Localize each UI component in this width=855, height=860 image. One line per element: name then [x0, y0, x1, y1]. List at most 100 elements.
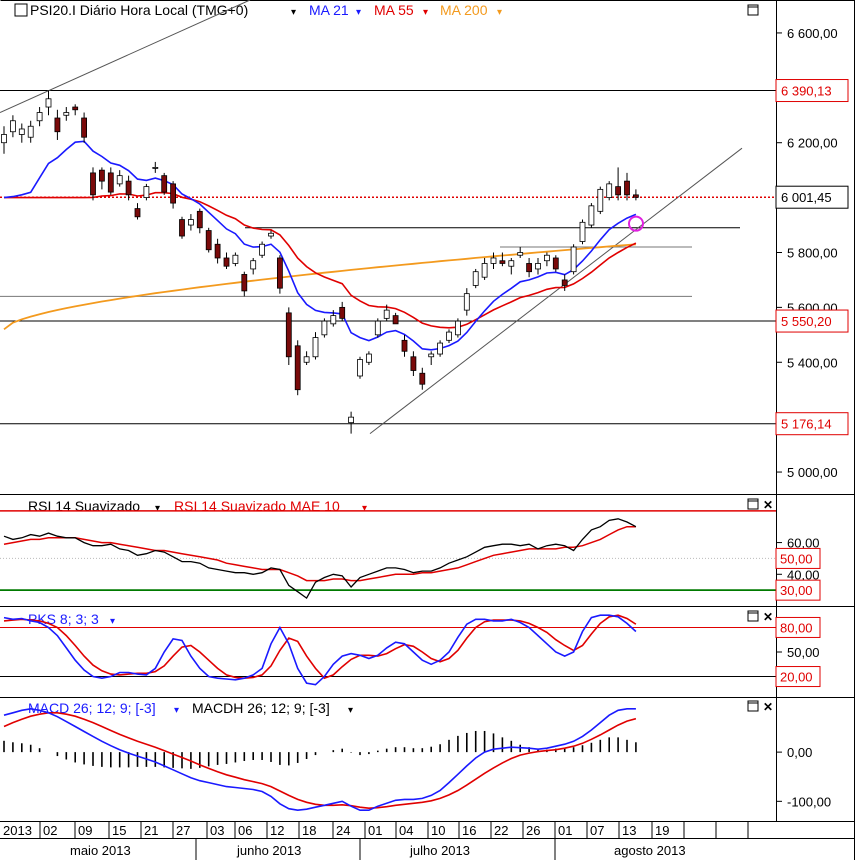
candle-body — [223, 257, 230, 267]
price-label: 5 550,20 — [781, 314, 832, 329]
legend-ma200[interactable]: MA 200 — [440, 2, 488, 18]
candle — [241, 271, 248, 297]
ma21-dropdown-icon[interactable]: ▾ — [356, 7, 361, 18]
candle — [570, 244, 577, 275]
legend-rsi-mae[interactable]: RSI 14 Suavizado MAE 10 — [174, 498, 340, 514]
candle-body — [526, 263, 532, 273]
ma200-dropdown-icon[interactable]: ▾ — [497, 7, 502, 18]
legend-ma21[interactable]: MA 21 — [309, 2, 349, 18]
candle — [143, 183, 150, 201]
x-axis-month-label: maio 2013 — [70, 843, 131, 858]
rsi-close-icon[interactable]: ✕ — [763, 498, 773, 512]
candle-body — [357, 359, 363, 377]
candle-body — [63, 112, 70, 116]
candle-body — [339, 306, 346, 319]
ma55-dropdown-icon[interactable]: ▾ — [423, 7, 428, 18]
price-label-box — [775, 185, 849, 209]
candle — [294, 340, 301, 396]
x-axis-month-label: julho 2013 — [409, 843, 470, 858]
candle-body — [294, 345, 301, 391]
trendline-support — [369, 147, 743, 435]
legend-pks[interactable]: PKS 8; 3; 3 — [28, 611, 99, 627]
title-dropdown-icon[interactable]: ▾ — [291, 7, 296, 18]
candle — [561, 274, 568, 291]
candle — [321, 318, 328, 338]
legend-rsi[interactable]: RSI 14 Suavizado — [28, 498, 140, 514]
x-axis-day-label: 02 — [43, 823, 57, 838]
candle — [499, 252, 506, 267]
candle — [259, 241, 266, 258]
macdh-dropdown-icon[interactable]: ▾ — [348, 705, 353, 716]
legend-macd[interactable]: MACD 26; 12; 9; [-3] — [28, 700, 156, 716]
rsi-line — [3, 518, 637, 600]
candle-body — [54, 117, 61, 133]
rsi-axis-label: 40,00 — [787, 567, 820, 582]
x-axis-day-label: 2013 — [3, 823, 32, 838]
candle-body — [152, 167, 159, 169]
candle — [9, 115, 16, 138]
candle-body — [116, 175, 123, 185]
x-axis-day-label: 18 — [302, 823, 316, 838]
candle-body — [508, 260, 515, 267]
x-axis-day-label: 07 — [590, 823, 604, 838]
candle — [276, 255, 283, 294]
legend-macdh[interactable]: MACDH 26; 12; 9; [-3] — [192, 700, 330, 716]
marker-circle — [628, 215, 644, 232]
candle — [552, 255, 559, 272]
price-axis-label: 6 200,00 — [787, 136, 838, 151]
candle — [161, 172, 168, 195]
rsi-level-box — [775, 547, 821, 569]
candle-body — [27, 125, 34, 138]
candle-body — [18, 128, 25, 135]
x-axis-day-label: 10 — [431, 823, 445, 838]
candle — [463, 288, 470, 316]
price-label: 6 390,13 — [781, 84, 832, 99]
rsi-dropdown-icon[interactable]: ▾ — [155, 503, 160, 514]
pks-close-icon[interactable]: ✕ — [763, 610, 773, 624]
candle — [81, 112, 87, 143]
candle-body — [446, 331, 452, 341]
symbol-icon[interactable] — [14, 3, 28, 17]
candle — [90, 167, 96, 201]
candle-body — [214, 243, 221, 259]
price-label-box — [775, 79, 849, 103]
ma55-line — [4, 191, 637, 329]
legend-ma55[interactable]: MA 55 — [374, 2, 414, 18]
candle — [196, 208, 203, 234]
x-axis-day-label: 03 — [210, 823, 224, 838]
candle — [392, 312, 399, 325]
candle-body — [615, 186, 621, 196]
macd-dropdown-icon[interactable]: ▾ — [174, 705, 179, 716]
macd-close-icon[interactable]: ✕ — [763, 700, 773, 714]
candle-body — [499, 260, 506, 264]
candle — [303, 351, 310, 366]
x-axis-day-label: 24 — [336, 823, 350, 838]
price-label: 5 176,14 — [781, 417, 832, 432]
candle — [268, 230, 274, 239]
rsi-mae-dropdown-icon[interactable]: ▾ — [362, 503, 367, 514]
candle — [357, 356, 363, 379]
x-axis-day-label: 06 — [238, 823, 252, 838]
macd-signal-line — [3, 711, 637, 810]
pks-level-box — [775, 616, 821, 638]
candle — [339, 301, 346, 322]
price-axis-label: 6 600,00 — [787, 26, 838, 41]
candle-body — [99, 169, 105, 182]
macd-maximize-icon[interactable] — [747, 700, 759, 712]
candle — [63, 107, 70, 121]
x-axis-day-label: 19 — [655, 823, 669, 838]
candle-body — [535, 263, 541, 270]
rsi-level-label: 30,00 — [780, 583, 813, 598]
pks-dropdown-icon[interactable]: ▾ — [110, 616, 115, 627]
pks-maximize-icon[interactable] — [747, 610, 759, 622]
candle — [517, 247, 524, 258]
macd-axis-label: -100,00 — [787, 794, 831, 809]
candle-body — [401, 339, 408, 352]
rsi-maximize-icon[interactable] — [747, 498, 759, 510]
price-maximize-icon[interactable] — [747, 4, 759, 16]
candle — [588, 203, 595, 228]
candle-body — [561, 279, 568, 286]
pks-level-label: 20,00 — [780, 670, 813, 685]
candle — [481, 257, 488, 280]
candle — [428, 351, 435, 366]
